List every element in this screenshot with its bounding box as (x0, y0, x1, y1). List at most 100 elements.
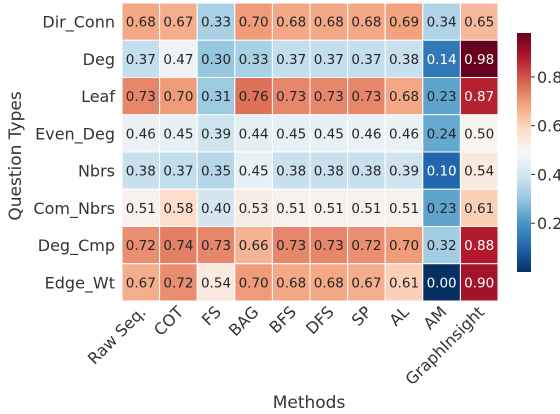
x-tick-label: FS (198, 302, 225, 329)
cell-value-label: 0.34 (427, 15, 457, 31)
heatmap-cell (384, 263, 424, 302)
x-axis-title: Methods (273, 393, 346, 413)
cell-value-label: 0.58 (163, 201, 193, 217)
cell-value-label: 0.70 (239, 15, 269, 31)
cell-value-label: 0.68 (389, 89, 419, 105)
y-tick-label: Deg_Cmp (38, 236, 115, 256)
cell-value-label: 0.73 (276, 89, 306, 105)
heatmap-cell (309, 114, 349, 153)
heatmap-cell (234, 188, 273, 227)
heatmap-cell (234, 39, 273, 78)
cell-value-label: 0.87 (464, 89, 494, 105)
heatmap-cell (159, 77, 198, 116)
x-tick-label: BAG (225, 302, 263, 340)
cell-value-label: 0.70 (239, 275, 269, 291)
y-tick-labels: Dir_Conn Deg Leaf Even_Deg Nbrs Com_Nbrs Deg_C… (33, 13, 115, 294)
colorbar: 0.2 0.4 0.6 0.8 (517, 33, 560, 272)
heatmap-cell (422, 39, 461, 78)
heatmap-cell (309, 39, 349, 78)
cell-value-label: 0.67 (163, 15, 193, 31)
cell-value-label: 0.37 (163, 164, 193, 180)
cell-value-label: 0.32 (427, 238, 457, 254)
heatmap-cell (347, 39, 386, 78)
cell-value-label: 0.51 (126, 201, 156, 217)
colorbar-tick-label: 0.4 (537, 165, 560, 184)
cell-value-label: 0.23 (427, 201, 457, 217)
cell-value-label: 0.74 (163, 238, 193, 254)
cell-value-label: 0.68 (276, 275, 306, 291)
cell-value-label: 0.38 (276, 164, 306, 180)
y-tick-label: Com_Nbrs (33, 199, 115, 219)
heatmap-cell (459, 77, 499, 116)
heatmap-cell (234, 226, 273, 265)
heatmap-cell (159, 39, 198, 78)
x-tick-label: AL (385, 302, 413, 330)
cell-value-label: 0.35 (201, 164, 231, 180)
heatmap-cell (459, 263, 499, 302)
heatmap-cell (422, 188, 461, 227)
cell-value-label: 0.37 (351, 52, 381, 68)
cell-value-label: 0.38 (314, 164, 344, 180)
cell-value-label: 0.38 (126, 164, 156, 180)
cell-value-label: 0.46 (389, 126, 419, 142)
heatmap-cell (422, 263, 461, 302)
heatmap-cell (347, 77, 386, 116)
heatmap-cell (459, 226, 499, 265)
cell-value-label: 0.70 (163, 89, 193, 105)
heatmap-cell (347, 114, 386, 153)
cell-value-label: 0.88 (464, 238, 494, 254)
cell-value-label: 0.45 (314, 126, 344, 142)
cell-value-label: 0.51 (276, 201, 306, 217)
cell-value-label: 0.69 (389, 15, 419, 31)
heatmap-cell (121, 188, 161, 227)
cell-value-label: 0.73 (276, 238, 306, 254)
cell-value-label: 0.45 (276, 126, 306, 142)
cell-value-label: 0.37 (276, 52, 306, 68)
cell-value-label: 0.53 (239, 201, 269, 217)
heatmap-cell (309, 188, 349, 227)
heatmap-cell (384, 226, 424, 265)
cell-value-label: 0.67 (126, 275, 156, 291)
heatmap-cell (159, 151, 198, 190)
cell-value-label: 0.73 (314, 89, 344, 105)
heatmap-cell (271, 188, 311, 227)
colorbar-tick-label: 0.8 (537, 68, 560, 87)
y-axis-title: Question Types (6, 91, 26, 220)
cell-value-label: 0.73 (314, 238, 344, 254)
heatmap-cell (121, 77, 161, 116)
cell-value-label: 0.24 (427, 126, 457, 142)
cell-value-label: 0.38 (351, 164, 381, 180)
cell-value-label: 0.70 (389, 238, 419, 254)
cell-value-label: 0.61 (464, 201, 494, 217)
cell-value-label: 0.14 (427, 52, 457, 68)
heatmap-cell (234, 263, 273, 302)
x-tick-label: DFS (302, 302, 338, 338)
colorbar-tick-label: 0.6 (537, 117, 560, 136)
heatmap-cell (459, 39, 499, 78)
cell-value-label: 0.73 (126, 89, 156, 105)
cell-value-label: 0.45 (163, 126, 193, 142)
x-tick-label: COT (150, 302, 187, 339)
cell-value-label: 0.68 (314, 15, 344, 31)
cell-value-label: 0.46 (126, 126, 156, 142)
colorbar-ticks: 0.2 0.4 0.6 0.8 (531, 68, 560, 233)
cell-value-label: 0.90 (464, 275, 494, 291)
cell-value-label: 0.68 (351, 15, 381, 31)
cell-value-label: 0.72 (163, 275, 193, 291)
cell-value-label: 0.66 (239, 238, 269, 254)
x-tick-label: Raw Seq. (84, 302, 150, 368)
cell-value-label: 0.33 (201, 15, 231, 31)
cell-value-label: 0.65 (464, 15, 494, 31)
heatmap-cell (384, 39, 424, 78)
cell-value-label: 0.68 (314, 275, 344, 291)
y-tick-label: Nbrs (78, 162, 115, 181)
cell-value-label: 0.00 (427, 275, 457, 291)
heatmap-cell (309, 226, 349, 265)
cell-value-label: 0.33 (239, 52, 269, 68)
y-tick-label: Even_Deg (35, 124, 115, 144)
heatmap-cell (196, 263, 236, 302)
heatmap-cell (271, 151, 311, 190)
heatmap-cell (309, 263, 349, 302)
heatmap-cell (459, 151, 499, 190)
cell-value-label: 0.31 (201, 89, 231, 105)
